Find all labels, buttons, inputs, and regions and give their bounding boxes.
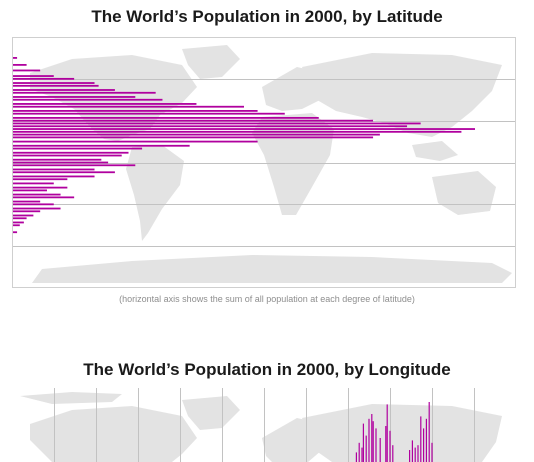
latitude-bar [13,186,68,189]
latitude-bar [13,89,115,91]
latitude-bar [13,69,41,72]
latitude-bar [13,168,95,171]
latitude-bar [13,207,61,210]
longitude-bar [379,438,381,462]
latitude-bar [13,144,190,147]
latitude-population-bars [13,57,475,234]
longitude-bar [386,404,388,462]
greenland-landmass [182,45,240,79]
latitude-bar [13,221,24,224]
longitude-bar [392,445,394,462]
world-map-background [20,392,502,462]
latitude-bar [13,96,136,98]
longitude-bar [358,442,360,462]
latitude-bar [13,158,102,161]
latitude-bar [13,77,75,80]
longitude-bar [372,421,374,462]
latitude-chart-title: The World’s Population in 2000, by Latit… [91,7,443,26]
latitude-bar [13,161,109,164]
latitude-bar [13,175,95,178]
latitude-bar [13,125,408,128]
latitude-bar [13,130,462,133]
longitude-bar [414,447,416,462]
latitude-bar [13,112,285,115]
longitude-bar [420,416,422,462]
longitude-bar [371,414,373,462]
longitude-bar [428,402,430,462]
longitude-bar [365,435,367,462]
latitude-bar [13,98,163,101]
longitude-bar [362,423,364,462]
latitude-chart-frame [12,37,516,288]
latitude-bar [13,154,122,157]
latitude-bar [13,147,143,150]
longitude-bar [423,428,425,462]
southeast-asia-landmass [412,141,458,161]
longitude-bar [425,418,427,462]
asia-landmass [302,404,502,462]
latitude-bar [13,214,34,217]
latitude-bar [13,182,54,185]
latitude-bar [13,119,374,122]
north-america-landmass [30,55,197,141]
latitude-bar [13,116,319,119]
latitude-bar [13,122,421,125]
latitude-bar [13,110,258,112]
longitude-bar [355,452,357,462]
asia-landmass [302,53,502,137]
latitude-chart [12,37,516,288]
latitude-bar [13,178,68,181]
world-map-background [30,45,512,283]
longitude-bar [368,418,370,462]
longitude-chart-title: The World’s Population in 2000, by Longi… [83,360,451,379]
latitude-bar [13,128,475,130]
longitude-bar [409,450,411,462]
latitude-bar [13,171,115,174]
greenland-landmass [182,396,240,430]
longitude-bar [375,428,377,462]
latitude-bar [13,164,136,167]
latitude-bar [13,140,258,143]
latitude-bar [13,75,54,77]
latitude-bar [13,200,41,203]
latitude-bar [13,210,41,213]
antarctica-landmass [32,255,512,283]
latitude-bar [13,203,54,206]
north-america-landmass [30,406,197,462]
longitude-bar [431,442,433,462]
longitude-bar [389,430,391,462]
longitude-bar [417,445,419,462]
latitude-bar [13,103,197,105]
longitude-population-bars [355,402,433,462]
latitude-bar [13,133,380,136]
longitude-bar [361,447,363,462]
latitude-axis-note: (horizontal axis shows the sum of all po… [119,294,415,304]
latitude-bar [13,217,27,220]
latitude-bar [13,151,129,154]
longitude-bar [411,440,413,462]
latitude-bar [13,231,18,234]
latitude-bar [13,189,47,192]
longitude-bar [385,426,387,462]
latitude-bar [13,84,99,87]
latitude-bar [13,196,75,199]
latitude-bar [13,57,18,59]
latitude-bar [13,105,244,108]
latitude-bar [13,224,20,227]
latitude-bar [13,193,61,196]
latitude-bar [13,91,156,94]
latitude-bar [13,63,27,66]
south-america-landmass [126,145,184,241]
latitude-bar [13,136,374,139]
latitude-bar [13,82,95,84]
longitude-chart [12,388,516,462]
